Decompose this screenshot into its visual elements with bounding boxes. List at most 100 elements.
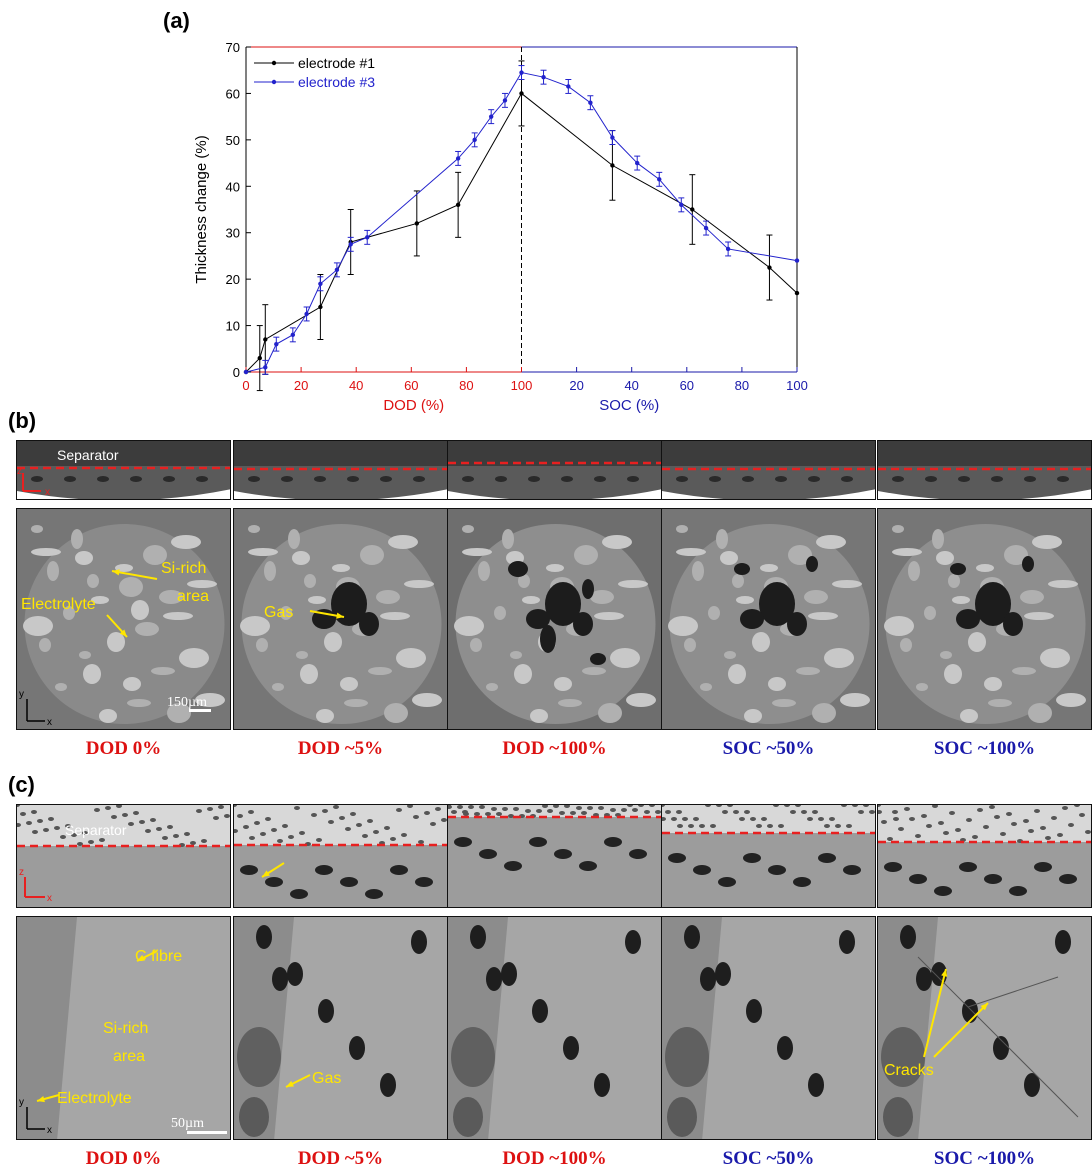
particle — [671, 817, 677, 821]
panel-b-cross-section-3 — [447, 440, 662, 500]
particle — [522, 596, 540, 604]
axis-y-label: y — [19, 1097, 24, 1108]
data-point — [725, 246, 731, 252]
particle — [396, 808, 402, 812]
annotation-arrowhead — [286, 1080, 294, 1087]
particle — [418, 840, 424, 844]
particle — [677, 824, 683, 828]
particle — [287, 962, 303, 986]
particle — [1024, 1073, 1040, 1097]
data-point — [455, 156, 461, 161]
x-tick-label-dod: 0 — [242, 378, 249, 393]
particle — [1051, 816, 1057, 820]
particle — [892, 810, 898, 814]
data-point — [610, 163, 615, 168]
particle — [909, 817, 915, 821]
particle — [768, 865, 786, 875]
particle — [632, 808, 638, 812]
particle — [581, 811, 587, 815]
particle — [77, 842, 83, 846]
particle — [710, 824, 716, 828]
legend-marker — [271, 60, 277, 66]
particle — [31, 548, 61, 556]
particle — [494, 606, 506, 620]
particle — [602, 535, 632, 549]
particle — [667, 1097, 697, 1137]
particle — [594, 1073, 610, 1097]
particle — [528, 476, 540, 482]
particle — [841, 805, 847, 807]
particle — [594, 476, 606, 482]
particle — [618, 580, 648, 588]
particle — [570, 811, 576, 815]
particle — [453, 1097, 483, 1137]
particle — [162, 836, 168, 840]
particle — [462, 476, 474, 482]
particle — [968, 632, 986, 652]
data-point — [519, 70, 524, 75]
particle — [486, 683, 498, 691]
particle — [921, 814, 927, 818]
particle — [239, 1097, 269, 1137]
x-tick-label-dod: 80 — [459, 378, 473, 393]
data-point — [794, 290, 800, 296]
particle — [332, 564, 350, 572]
particle — [818, 853, 836, 863]
y-axis-label: Thickness change (%) — [193, 135, 210, 283]
x-axis-label-dod: DOD (%) — [383, 397, 444, 414]
particle — [883, 1097, 913, 1137]
data-point — [519, 91, 524, 96]
particle — [123, 677, 141, 691]
particle — [724, 651, 736, 659]
particle — [43, 828, 49, 832]
particle — [237, 814, 243, 818]
particle — [962, 999, 978, 1023]
particle — [145, 829, 151, 833]
particle — [900, 638, 912, 652]
particle — [576, 806, 582, 810]
particle — [390, 837, 396, 841]
particle — [87, 574, 99, 588]
series-line — [245, 71, 798, 373]
scale-bar-label: 150µm — [167, 695, 207, 710]
particle — [916, 967, 932, 991]
data-point — [290, 332, 296, 338]
particle — [462, 525, 474, 533]
annotation-electrolyte: Electrolyte — [57, 1090, 132, 1107]
particle — [699, 824, 705, 828]
particle — [143, 545, 167, 565]
particle — [388, 535, 418, 549]
data-point — [318, 281, 323, 286]
particle — [545, 582, 581, 626]
particle — [424, 811, 430, 815]
particle — [598, 703, 622, 723]
particle — [801, 810, 807, 814]
particle — [201, 839, 207, 843]
particle — [994, 815, 1000, 819]
annotation-arrowhead — [119, 629, 127, 637]
annotation-cracks: Cracks — [884, 1062, 934, 1079]
panel-b-cross-section-2 — [233, 440, 448, 500]
particle — [479, 805, 485, 809]
scale-bar — [189, 709, 211, 712]
particle — [878, 805, 881, 807]
particle — [598, 806, 604, 810]
particle — [344, 699, 368, 707]
particle — [733, 810, 739, 814]
particle — [271, 828, 277, 832]
particle — [526, 609, 550, 629]
particle — [904, 807, 910, 811]
particle — [31, 810, 37, 814]
particle — [795, 805, 801, 807]
data-point — [690, 207, 695, 212]
particle — [350, 812, 356, 816]
particle — [265, 817, 271, 821]
particle — [248, 476, 260, 482]
particle — [720, 551, 738, 565]
particle — [858, 810, 864, 814]
particle — [514, 664, 532, 684]
axis-x-label: x — [47, 717, 52, 728]
particle — [290, 889, 308, 899]
particle — [604, 837, 622, 847]
particle — [989, 805, 995, 809]
